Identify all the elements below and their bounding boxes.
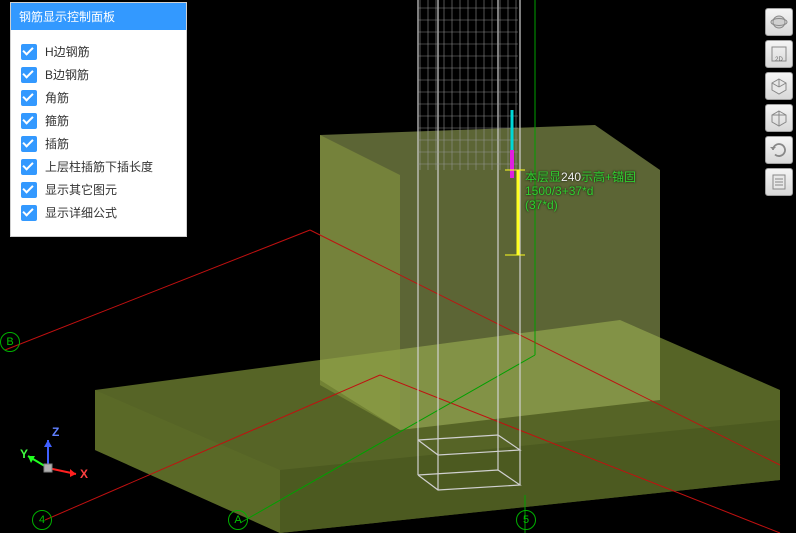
axis-gizmo[interactable]: X Y Z — [18, 413, 98, 493]
view-toolbar: 2D — [765, 8, 793, 196]
gizmo-z-label: Z — [52, 425, 59, 439]
check-show-other-elements[interactable]: 显示其它图元 — [19, 178, 178, 201]
checkbox-icon — [21, 205, 37, 221]
check-h-side-rebar[interactable]: H边钢筋 — [19, 40, 178, 63]
grid-label-5: 5 — [516, 510, 536, 530]
check-label: 插筋 — [45, 135, 69, 152]
orbit-icon[interactable] — [765, 8, 793, 36]
anno-line1-suffix: 示高+锚固 — [581, 170, 636, 184]
gizmo-x-label: X — [80, 467, 88, 481]
iso-view-icon[interactable] — [765, 72, 793, 100]
refresh-icon[interactable] — [765, 136, 793, 164]
check-label: 显示其它图元 — [45, 181, 117, 198]
grid-label-B: B — [0, 332, 20, 352]
properties-icon[interactable] — [765, 168, 793, 196]
svg-text:2D: 2D — [775, 57, 783, 63]
panel-title[interactable]: 钢筋显示控制面板 — [11, 3, 186, 30]
checkbox-icon — [21, 113, 37, 129]
anno-line2: 1500/3+37*d — [525, 184, 636, 198]
checkbox-icon — [21, 44, 37, 60]
check-stirrup[interactable]: 箍筋 — [19, 109, 178, 132]
check-corner-rebar[interactable]: 角筋 — [19, 86, 178, 109]
anno-line1-prefix: 本层显 — [525, 170, 561, 184]
grid-label-4: 4 — [32, 510, 52, 530]
anno-line3: (37*d) — [525, 198, 636, 212]
panel-body: H边钢筋 B边钢筋 角筋 箍筋 插筋 上层柱插筋下插长度 显示其它图元 显示详 — [11, 30, 186, 236]
anno-line1-num: 240 — [561, 170, 581, 184]
check-upper-dowel-length[interactable]: 上层柱插筋下插长度 — [19, 155, 178, 178]
checkbox-icon — [21, 67, 37, 83]
checkbox-icon — [21, 136, 37, 152]
check-dowel-rebar[interactable]: 插筋 — [19, 132, 178, 155]
wireframe-icon[interactable] — [765, 104, 793, 132]
checkbox-icon — [21, 159, 37, 175]
check-b-side-rebar[interactable]: B边钢筋 — [19, 63, 178, 86]
check-label: H边钢筋 — [45, 43, 90, 60]
rebar-annotation: 本层显240示高+锚固 1500/3+37*d (37*d) — [525, 170, 636, 212]
rebar-display-panel: 钢筋显示控制面板 H边钢筋 B边钢筋 角筋 箍筋 插筋 上层柱插筋下插长度 显示… — [10, 2, 187, 237]
gizmo-y-label: Y — [20, 447, 28, 461]
grid-label-A: A — [228, 510, 248, 530]
check-show-detailed-formula[interactable]: 显示详细公式 — [19, 201, 178, 224]
check-label: 箍筋 — [45, 112, 69, 129]
checkbox-icon — [21, 90, 37, 106]
view-2d-icon[interactable]: 2D — [765, 40, 793, 68]
check-label: 上层柱插筋下插长度 — [45, 158, 153, 175]
check-label: B边钢筋 — [45, 66, 89, 83]
checkbox-icon — [21, 182, 37, 198]
check-label: 显示详细公式 — [45, 204, 117, 221]
check-label: 角筋 — [45, 89, 69, 106]
